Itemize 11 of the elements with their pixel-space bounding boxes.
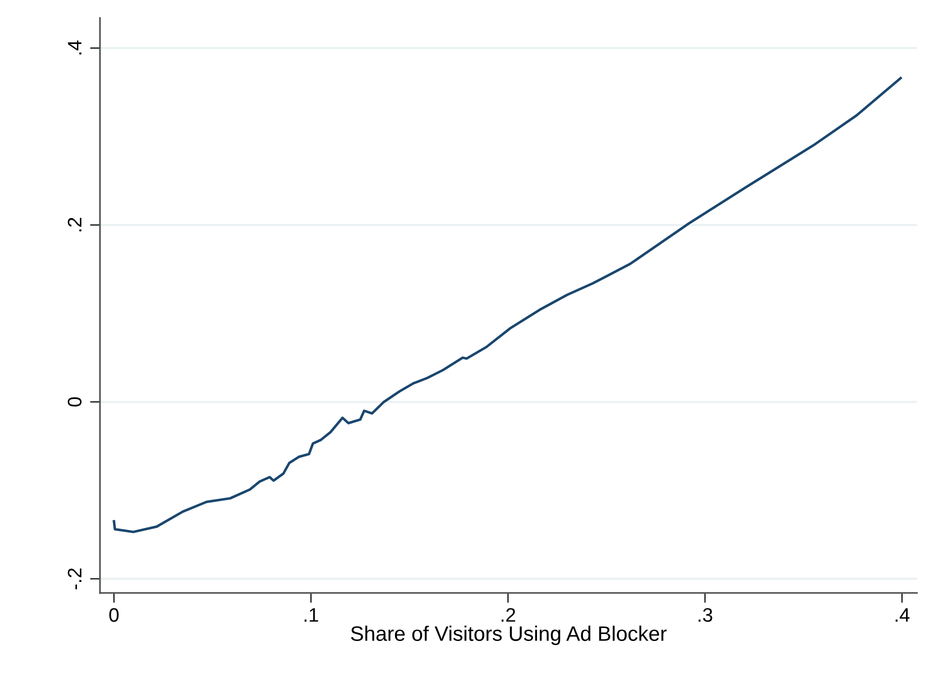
x-tick-label: .1	[304, 608, 318, 622]
line-series	[112, 76, 902, 534]
y-tick-label: .2	[68, 218, 82, 232]
x-axis-title: Share of Visitors Using Ad Blocker	[350, 626, 667, 646]
x-tick-label: .3	[698, 608, 712, 622]
y-tick-label: .4	[68, 40, 82, 54]
x-tick-label: .4	[896, 608, 910, 622]
y-tick-label: 0	[68, 397, 82, 407]
x-tick-label: .2	[502, 608, 516, 622]
x-tick-label: 0	[109, 608, 119, 622]
y-tick-label: -.2	[68, 568, 82, 590]
